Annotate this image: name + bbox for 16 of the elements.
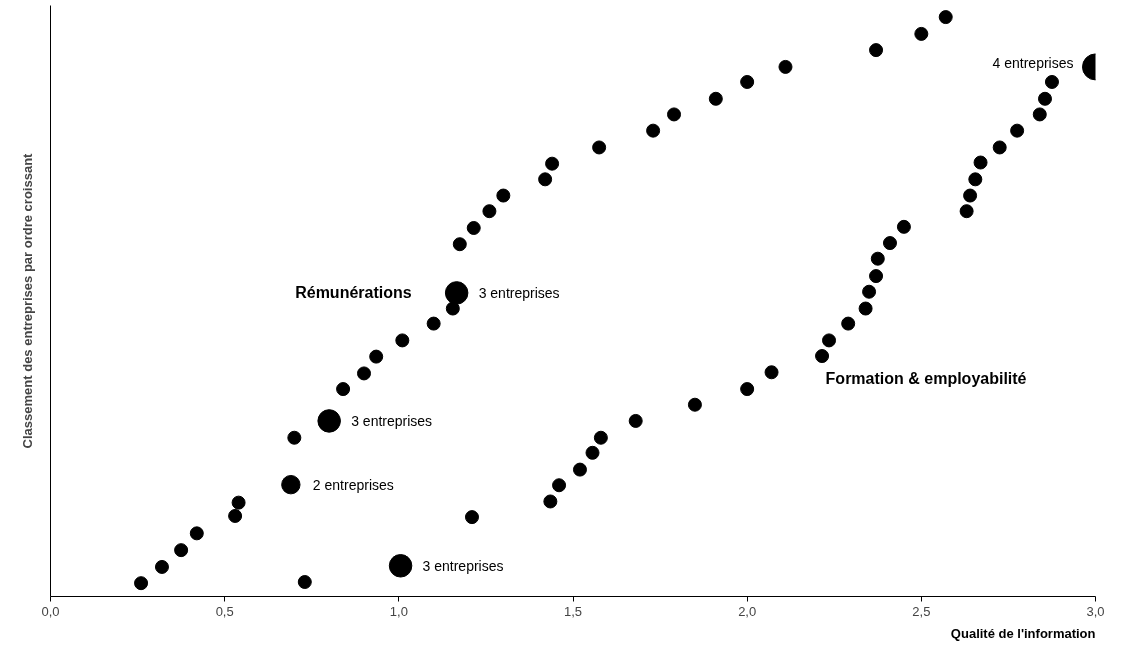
series-label: Rémunérations xyxy=(295,284,412,302)
annotation: 3 entreprises xyxy=(351,412,433,429)
x-tick-label: 2,5 xyxy=(912,603,931,619)
annotation: 3 entreprises xyxy=(422,557,504,574)
annotation: 2 entreprises xyxy=(312,476,394,493)
x-tick-label: 2,0 xyxy=(738,603,757,619)
x-tick-label: 3,0 xyxy=(1086,603,1105,619)
annotation: 4 entreprises xyxy=(992,54,1074,71)
x-tick-label: 0,5 xyxy=(215,603,234,619)
y-axis-title: Classement des entreprises par ordre croissant xyxy=(19,152,35,449)
annotation: 3 entreprises xyxy=(478,284,560,301)
x-axis-title: Qualité de l'information xyxy=(950,625,1096,641)
x-tick-label: 1,0 xyxy=(389,603,408,619)
x-tick-label: 1,5 xyxy=(563,603,583,619)
series-label: Formation & employabilité xyxy=(825,370,1027,388)
x-tick-label: 0,0 xyxy=(41,603,60,619)
